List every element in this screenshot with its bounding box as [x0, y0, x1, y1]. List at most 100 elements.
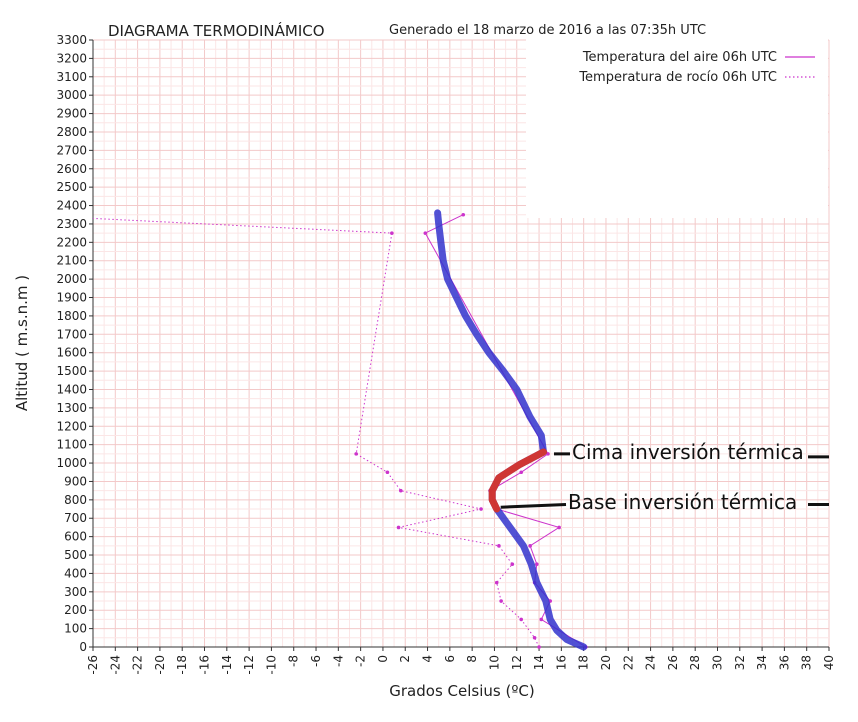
y-tick-label: 1900: [56, 291, 87, 305]
y-tick-label: 2400: [56, 199, 87, 213]
y-tick-label: 2200: [56, 235, 87, 249]
dewpoint-point: [499, 599, 503, 603]
x-tick-label: -18: [175, 655, 189, 675]
y-tick-label: 2600: [56, 162, 87, 176]
x-tick-label: 8: [465, 655, 479, 663]
y-tick-label: 1800: [56, 309, 87, 323]
x-tick-label: 2: [398, 655, 412, 663]
axes: 0100200300400500600700800900100011001200…: [56, 33, 836, 675]
dewpoint-point: [385, 470, 390, 475]
x-tick-label: -22: [131, 655, 145, 675]
x-tick-label: 30: [710, 655, 724, 670]
chart-title: DIAGRAMA TERMODINÁMICO: [108, 21, 325, 40]
air-temp-point: [528, 544, 532, 548]
y-tick-label: 2900: [56, 107, 87, 121]
dewpoint-point: [396, 525, 401, 530]
y-tick-label: 1700: [56, 327, 87, 341]
y-tick-label: 600: [64, 530, 87, 544]
x-tick-label: 18: [577, 655, 591, 670]
y-tick-label: 2100: [56, 254, 87, 268]
x-tick-label: -8: [287, 655, 301, 667]
x-tick-label: -16: [198, 655, 212, 675]
x-tick-label: 12: [510, 655, 524, 670]
annotation-pointer-base: [500, 502, 567, 509]
x-tick-label: -10: [264, 655, 278, 675]
air-temp-point: [539, 617, 544, 622]
x-tick-label: 40: [822, 655, 836, 670]
dewpoint-point: [494, 580, 499, 585]
y-tick-label: 2300: [56, 217, 87, 231]
air-temp-point: [557, 525, 561, 530]
y-tick-label: 3200: [56, 51, 87, 65]
air-temp-point: [535, 562, 539, 567]
x-tick-label: 22: [621, 655, 635, 670]
y-tick-label: 0: [79, 640, 87, 654]
y-tick-label: 2700: [56, 143, 87, 157]
y-tick-label: 2000: [56, 272, 87, 286]
x-tick-label: 16: [554, 655, 568, 670]
y-tick-label: 300: [64, 585, 87, 599]
y-tick-label: 100: [64, 622, 87, 636]
x-tick-label: 24: [644, 655, 658, 670]
x-tick-label: -12: [242, 655, 256, 675]
y-tick-label: 1400: [56, 382, 87, 396]
y-tick-label: 2500: [56, 180, 87, 194]
y-tick-label: 1500: [56, 364, 87, 378]
y-tick-label: 1000: [56, 456, 87, 470]
x-tick-label: -2: [354, 655, 368, 667]
dewpoint-point: [354, 452, 358, 456]
y-tick-label: 2800: [56, 125, 87, 139]
air-temp-point: [423, 231, 428, 235]
chart-subtitle: Generado el 18 marzo de 2016 a las 07:35…: [389, 23, 706, 38]
y-tick-label: 400: [64, 566, 87, 580]
x-tick-label: -26: [86, 655, 100, 675]
annotation-inversion-base: Base inversión térmica: [568, 490, 797, 514]
dewpoint-point: [390, 231, 394, 235]
inversion-highlight: [488, 448, 547, 513]
x-tick-label: 6: [443, 655, 457, 663]
y-tick-label: 900: [64, 474, 87, 488]
dewpoint-point: [537, 645, 541, 649]
x-axis-label: Grados Celsius (ºC): [389, 682, 534, 700]
y-axis-label: Altitud ( m.s.n.m ): [13, 275, 31, 411]
y-tick-label: 800: [64, 493, 87, 507]
dewpoint-point: [398, 488, 403, 493]
overlay-trace: [434, 209, 829, 651]
dewpoint-point: [510, 562, 515, 567]
legend-item-dewpoint: Temperatura de rocío 06h UTC: [578, 70, 777, 85]
x-tick-label: 14: [532, 655, 546, 670]
y-tick-label: 3000: [56, 88, 87, 102]
dewpoint-point: [532, 636, 537, 640]
x-tick-label: 34: [755, 655, 769, 670]
y-tick-label: 3300: [56, 33, 87, 47]
air-temp-point: [519, 470, 524, 475]
x-tick-label: 10: [487, 655, 501, 670]
dewpoint-point: [497, 544, 501, 548]
air-temp-point: [546, 452, 550, 456]
x-tick-label: 28: [688, 655, 702, 670]
x-tick-label: 32: [733, 655, 747, 670]
y-tick-label: 500: [64, 548, 87, 562]
dewpoint-point: [519, 617, 524, 622]
y-tick-label: 3100: [56, 70, 87, 84]
dewpoint-point: [479, 507, 483, 511]
x-tick-label: -4: [331, 655, 345, 667]
x-tick-label: 38: [800, 655, 814, 670]
x-tick-label: 0: [376, 655, 390, 663]
y-tick-label: 1100: [56, 438, 87, 452]
legend-background: [526, 38, 828, 218]
air-temp-point: [461, 212, 466, 217]
legend-item-air-temp: Temperatura del aire 06h UTC: [582, 50, 777, 65]
y-tick-label: 700: [64, 511, 87, 525]
x-tick-label: 36: [777, 655, 791, 670]
x-tick-label: -14: [220, 655, 234, 675]
x-tick-label: 20: [599, 655, 613, 670]
grid: [92, 39, 830, 648]
y-tick-label: 1300: [56, 401, 87, 415]
x-tick-label: -24: [108, 655, 122, 675]
series-line-dewpoint: [92, 217, 540, 648]
x-tick-label: -6: [309, 655, 323, 667]
x-tick-label: 26: [666, 655, 680, 670]
